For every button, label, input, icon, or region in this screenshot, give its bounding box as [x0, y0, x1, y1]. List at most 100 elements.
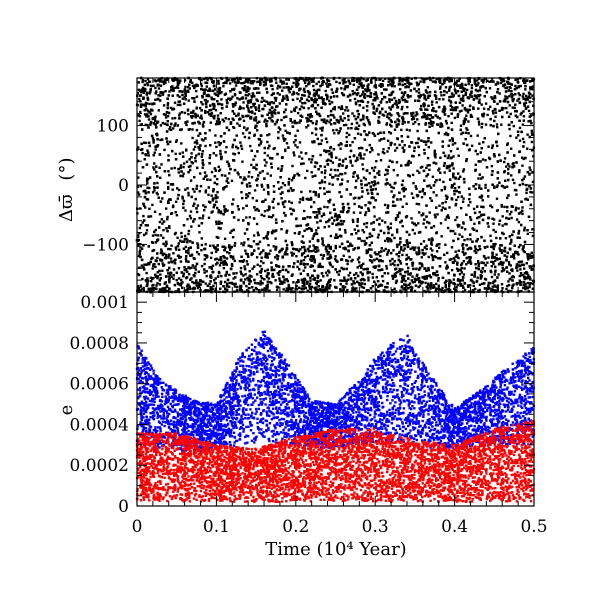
top-scatter-point [355, 287, 358, 290]
top-scatter-point [150, 288, 153, 292]
top-scatter-point [359, 133, 363, 136]
top-scatter-point [334, 212, 337, 216]
top-scatter-point [342, 208, 345, 211]
top-scatter-point [155, 284, 158, 287]
top-scatter-point [518, 274, 521, 278]
top-scatter-point [191, 84, 195, 88]
top-scatter-point [356, 109, 359, 113]
top-scatter-point [271, 84, 274, 88]
top-scatter-point [301, 235, 305, 238]
top-scatter-point [274, 279, 277, 282]
top-scatter-point [202, 163, 205, 166]
top-scatter-point [476, 276, 479, 279]
top-scatter-point [458, 233, 461, 236]
top-scatter-point [424, 114, 427, 117]
top-scatter-point [151, 137, 155, 140]
top-scatter-point [428, 184, 431, 187]
top-scatter-point [283, 205, 286, 209]
top-scatter-point [198, 216, 201, 220]
top-scatter-point [162, 236, 165, 240]
top-scatter-point [300, 254, 304, 257]
top-scatter-point [313, 233, 316, 236]
top-scatter-point [244, 273, 247, 276]
top-scatter-point [456, 79, 459, 82]
top-scatter-point [344, 166, 348, 170]
top-scatter-point [444, 218, 447, 221]
top-scatter-point [377, 233, 380, 236]
top-scatter-point [522, 283, 525, 287]
top-scatter-point [461, 200, 465, 203]
top-scatter-point [278, 277, 281, 280]
top-scatter-point [259, 275, 263, 278]
top-scatter-point [484, 278, 488, 281]
top-scatter-point [510, 238, 513, 241]
top-scatter-point [370, 234, 374, 238]
top-scatter-point [379, 131, 382, 134]
top-scatter-point [406, 243, 410, 246]
top-scatter-point [344, 157, 347, 161]
top-scatter-point [177, 188, 181, 192]
top-scatter-point [450, 281, 453, 284]
top-scatter-point [402, 249, 405, 252]
top-scatter-point [153, 189, 156, 192]
top-scatter-point [295, 255, 298, 258]
top-scatter-point [333, 257, 337, 261]
top-scatter-point [226, 209, 229, 212]
top-scatter-point [300, 151, 303, 154]
top-scatter-point [351, 90, 354, 93]
top-scatter-point [501, 224, 504, 227]
top-scatter-point [451, 143, 455, 146]
top-scatter-point [526, 287, 529, 290]
top-scatter-point [353, 154, 356, 157]
top-scatter-point [401, 105, 404, 109]
top-scatter-point [170, 244, 173, 247]
top-scatter-point [141, 288, 144, 291]
top-scatter-point [214, 141, 217, 144]
top-scatter-point [210, 194, 213, 197]
top-scatter-point [309, 279, 312, 282]
top-scatter-point [292, 252, 295, 255]
top-scatter-point [164, 286, 167, 290]
top-scatter-point [343, 228, 347, 232]
top-scatter-point [390, 185, 393, 189]
top-scatter-point [175, 85, 179, 89]
top-scatter-point [348, 155, 352, 159]
top-scatter-point [269, 249, 272, 252]
top-scatter-point [519, 272, 523, 275]
top-scatter-point [186, 239, 189, 242]
top-scatter-point [285, 82, 288, 85]
top-scatter-point [300, 97, 303, 101]
top-scatter-point [473, 249, 476, 253]
top-scatter-point [503, 98, 506, 101]
top-scatter-point [139, 224, 143, 227]
top-scatter-point [145, 91, 149, 94]
top-scatter-point [138, 226, 141, 230]
top-scatter-point [195, 139, 198, 142]
top-scatter-point [256, 263, 259, 266]
top-scatter-point [256, 231, 259, 234]
top-scatter-point [368, 259, 372, 262]
top-scatter-point [279, 80, 282, 83]
top-scatter-point [138, 250, 141, 254]
top-scatter-point [491, 285, 494, 288]
top-scatter-point [444, 119, 448, 123]
top-scatter-point [290, 201, 293, 205]
top-scatter-point [210, 276, 213, 279]
top-scatter-point [245, 128, 248, 132]
top-scatter-point [296, 111, 300, 115]
top-scatter-point [365, 236, 369, 240]
top-scatter-point [371, 276, 375, 279]
top-scatter-point [513, 181, 516, 185]
top-scatter-point [518, 282, 521, 285]
top-scatter-point [345, 282, 348, 285]
top-scatter-point [146, 186, 149, 189]
top-scatter-point [222, 266, 226, 270]
top-scatter-point [531, 279, 535, 283]
top-scatter-point [352, 197, 356, 200]
top-scatter-point [171, 117, 174, 120]
top-scatter-point [221, 118, 224, 121]
top-scatter-point [405, 202, 408, 205]
top-scatter-point [190, 277, 193, 280]
top-scatter-point [244, 80, 247, 83]
top-scatter-point [302, 258, 306, 262]
